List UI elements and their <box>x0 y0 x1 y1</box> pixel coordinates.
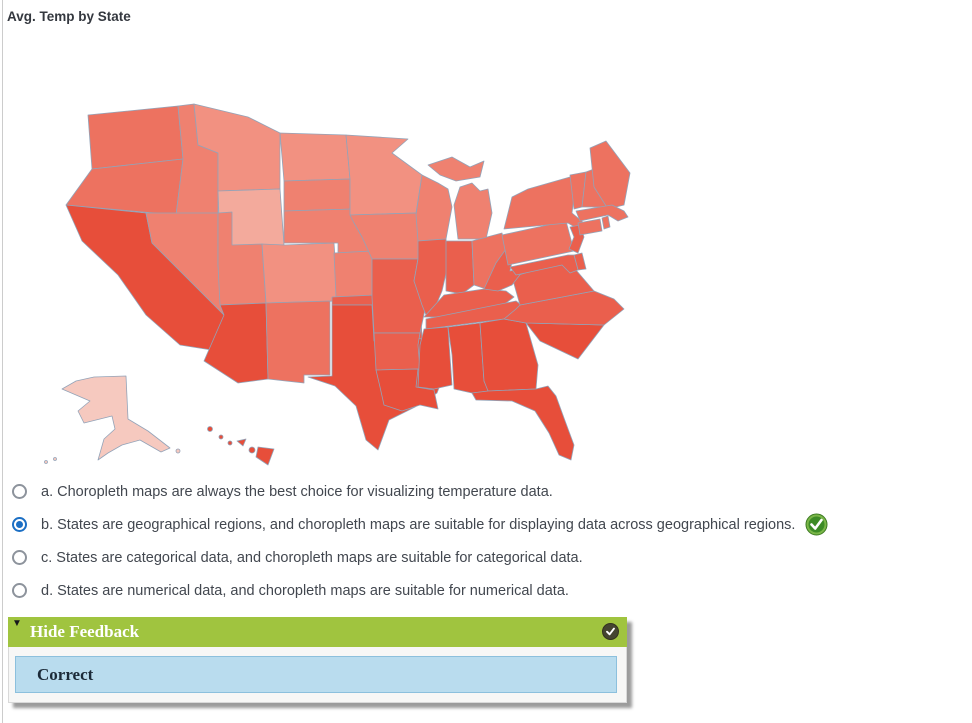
radio-option-d[interactable] <box>12 583 27 598</box>
state-wv[interactable] <box>483 248 527 292</box>
state-wi[interactable] <box>415 174 453 242</box>
state-hi-island-1[interactable] <box>207 426 213 432</box>
map-title: Avg. Temp by State <box>7 9 131 24</box>
state-hi-island-5[interactable] <box>248 446 256 454</box>
state-hi-island-3[interactable] <box>227 440 233 446</box>
radio-option-b[interactable] <box>12 517 27 532</box>
state-nc[interactable] <box>503 290 625 326</box>
state-ak-aleutian-2[interactable] <box>53 457 57 461</box>
state-wa[interactable] <box>87 105 184 170</box>
state-la[interactable] <box>375 368 439 412</box>
state-ak-island[interactable] <box>175 448 181 454</box>
state-hi-island-4[interactable] <box>236 438 247 447</box>
correct-answer-check-icon <box>805 513 828 536</box>
state-me[interactable] <box>589 140 631 210</box>
feedback-result-label: Correct <box>37 665 94 684</box>
option-a-label[interactable]: a. Choropleth maps are always the best c… <box>41 483 553 500</box>
choropleth-svg[interactable] <box>28 93 638 468</box>
state-ri[interactable] <box>601 215 611 230</box>
state-nm[interactable] <box>265 300 331 384</box>
option-d-label[interactable]: d. States are numerical data, and chorop… <box>41 582 569 599</box>
collapse-arrow-icon[interactable]: ▼ <box>12 618 22 629</box>
page-left-border <box>2 0 3 723</box>
feedback-result-box: Correct <box>15 656 617 693</box>
option-row-c[interactable]: c. States are categorical data, and chor… <box>12 548 952 567</box>
state-ak[interactable] <box>61 375 171 461</box>
state-nd[interactable] <box>279 132 351 182</box>
state-ms[interactable] <box>417 326 453 390</box>
us-choropleth-map[interactable] <box>28 93 638 468</box>
feedback-panel: ▼ Hide Feedback Correct <box>8 617 627 703</box>
state-in[interactable] <box>445 240 475 295</box>
feedback-body: Correct <box>9 647 626 702</box>
option-row-d[interactable]: d. States are numerical data, and chorop… <box>12 581 952 600</box>
radio-option-a[interactable] <box>12 484 27 499</box>
states-group[interactable] <box>44 103 631 466</box>
state-sc[interactable] <box>525 322 605 360</box>
state-mn[interactable] <box>345 134 423 216</box>
state-mi-upper[interactable] <box>427 156 485 182</box>
answer-options: a. Choropleth maps are always the best c… <box>12 482 952 614</box>
state-ga[interactable] <box>479 318 539 392</box>
state-co[interactable] <box>261 242 339 304</box>
state-ak-aleutian-1[interactable] <box>44 460 48 464</box>
state-md[interactable] <box>509 254 579 276</box>
feedback-header[interactable]: ▼ Hide Feedback <box>8 617 627 647</box>
option-row-a[interactable]: a. Choropleth maps are always the best c… <box>12 482 952 501</box>
state-ks[interactable] <box>333 250 377 298</box>
option-c-label[interactable]: c. States are categorical data, and chor… <box>41 549 583 566</box>
state-ma[interactable] <box>575 204 629 222</box>
option-row-b[interactable]: b. States are geographical regions, and … <box>12 513 952 536</box>
state-fl[interactable] <box>471 385 575 461</box>
state-hi-island-2[interactable] <box>218 434 224 440</box>
radio-option-c[interactable] <box>12 550 27 565</box>
state-mi[interactable] <box>453 182 493 240</box>
feedback-status-check-icon <box>602 623 619 645</box>
state-hi-big-island[interactable] <box>255 446 275 466</box>
state-ct[interactable] <box>577 218 603 236</box>
hide-feedback-toggle[interactable]: Hide Feedback <box>30 622 140 641</box>
option-b-label[interactable]: b. States are geographical regions, and … <box>41 516 796 533</box>
state-ar[interactable] <box>373 332 421 371</box>
state-sd[interactable] <box>283 178 355 212</box>
